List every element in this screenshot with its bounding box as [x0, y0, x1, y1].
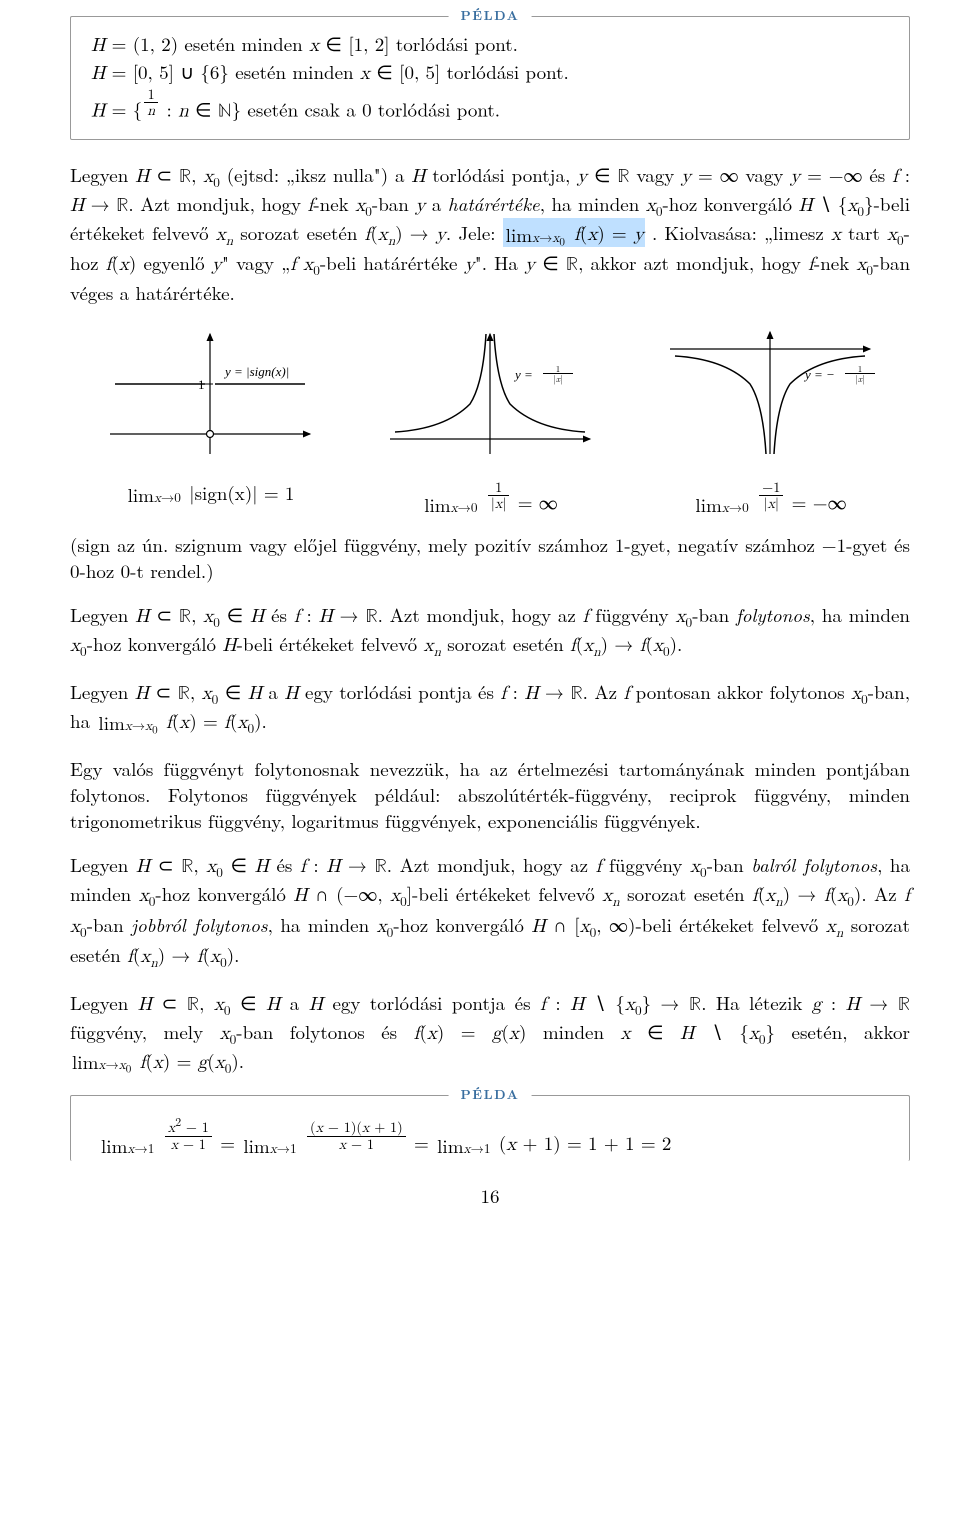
ex1-line2: H = [0, 5] ∪ {6} esetén minden x ∈ [0, 5…: [91, 59, 889, 87]
svg-text:y = −: y = −: [803, 367, 835, 382]
svg-text:1: 1: [198, 377, 205, 392]
para-definition-limit: Legyen H ⊂ ℝ, x0 (ejtsd: „iksz nulla") a…: [70, 162, 910, 306]
fig-sign: 1 y = |sign(x)|: [70, 324, 350, 464]
page-number: 16: [70, 1183, 910, 1209]
fig-neg-one-over-absx: y = − 1 |x|: [630, 324, 910, 464]
para-left-right-continuous: Legyen H ⊂ ℝ, x0 ∈ H és f : H → ℝ. Azt m…: [70, 852, 910, 972]
svg-text:y =: y =: [513, 367, 533, 382]
para-continuous-def: Legyen H ⊂ ℝ, x0 ∈ H és f : H → ℝ. Azt m…: [70, 602, 910, 661]
para-continuous-examples: Egy valós függvényt folytonosnak nevezzü…: [70, 756, 910, 835]
para-extension: Legyen H ⊂ ℝ, x0 ∈ H a H egy torlódási p…: [70, 990, 910, 1077]
example-title: PÉLDA: [449, 6, 532, 24]
para-sign-explain: (sign az ún. szignum vagy előjel függvén…: [70, 532, 910, 584]
ex2-limit-chain: limx→1 x2 − 1x − 1 = limx→1 (x − 1)(x + …: [91, 1110, 889, 1158]
fig-one-over-absx: y = 1 |x|: [350, 324, 630, 464]
example-box-2: PÉLDA limx→1 x2 − 1x − 1 = limx→1 (x − 1…: [70, 1095, 910, 1160]
example-box-1: PÉLDA H = (1, 2) esetén minden x ∈ [1, 2…: [70, 16, 910, 140]
svg-text:y = |sign(x)|: y = |sign(x)|: [223, 364, 289, 379]
limit-equations-row: limx→0 |sign(x)| = 1 limx→0 1|x| = ∞ lim…: [70, 480, 910, 516]
lim-neg-one-over-absx: limx→0 −1|x| = −∞: [630, 480, 910, 516]
figure-row: 1 y = |sign(x)| y = 1: [70, 324, 910, 464]
lim-sign: limx→0 |sign(x)| = 1: [70, 480, 350, 516]
para-continuous-iff: Legyen H ⊂ ℝ, x0 ∈ H a H egy torlódási p…: [70, 679, 910, 737]
example-title-2: PÉLDA: [449, 1085, 532, 1103]
lim-one-over-absx: limx→0 1|x| = ∞: [350, 480, 630, 516]
ex1-line1: H = (1, 2) esetén minden x ∈ [1, 2] torl…: [91, 31, 889, 59]
ex1-line3: H = {1n : n ∈ ℕ} esetén csak a 0 torlódá…: [91, 87, 889, 125]
